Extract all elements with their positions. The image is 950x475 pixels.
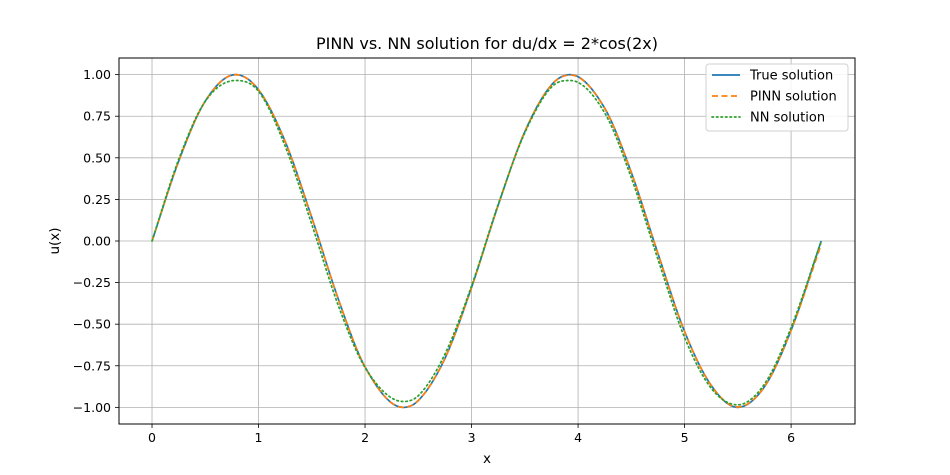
x-tick-label: 2 xyxy=(361,430,369,445)
y-tick-label: −1.00 xyxy=(73,400,111,415)
legend: True solution PINN solution NN solution xyxy=(705,63,849,132)
series-line-2 xyxy=(151,73,823,409)
chart-title: PINN vs. NN solution for du/dx = 2*cos(2… xyxy=(316,34,658,53)
y-tick-label: 0.50 xyxy=(83,150,111,165)
x-tick-label: 5 xyxy=(681,430,689,445)
x-tick-label: 1 xyxy=(255,430,263,445)
x-axis-label: x xyxy=(483,451,491,467)
y-tick-label: 0.00 xyxy=(83,234,111,249)
grid-lines xyxy=(119,58,855,424)
legend-label: PINN solution xyxy=(750,90,837,105)
x-tick-label: 4 xyxy=(574,430,582,445)
x-axis-ticks: 0 1 2 3 4 5 6 xyxy=(148,424,795,445)
series-line-3 xyxy=(151,79,823,406)
y-tick-label: −0.25 xyxy=(73,275,111,290)
x-tick-label: 6 xyxy=(787,430,795,445)
y-tick-label: 1.00 xyxy=(83,67,111,82)
x-tick-label: 3 xyxy=(468,430,476,445)
legend-label: NN solution xyxy=(750,111,825,126)
y-axis-label: u(x) xyxy=(47,227,63,254)
series-group xyxy=(151,73,823,409)
legend-box xyxy=(705,63,849,132)
legend-label: True solution xyxy=(749,69,833,84)
y-axis-ticks: −1.00 −0.75 −0.50 −0.25 0.00 0.25 0.50 0.75 1.00 xyxy=(73,67,119,415)
y-tick-label: 0.75 xyxy=(83,109,111,124)
x-tick-label: 0 xyxy=(148,430,156,445)
y-tick-label: −0.50 xyxy=(73,317,111,332)
y-tick-label: 0.25 xyxy=(83,192,111,207)
y-tick-label: −0.75 xyxy=(73,358,111,373)
